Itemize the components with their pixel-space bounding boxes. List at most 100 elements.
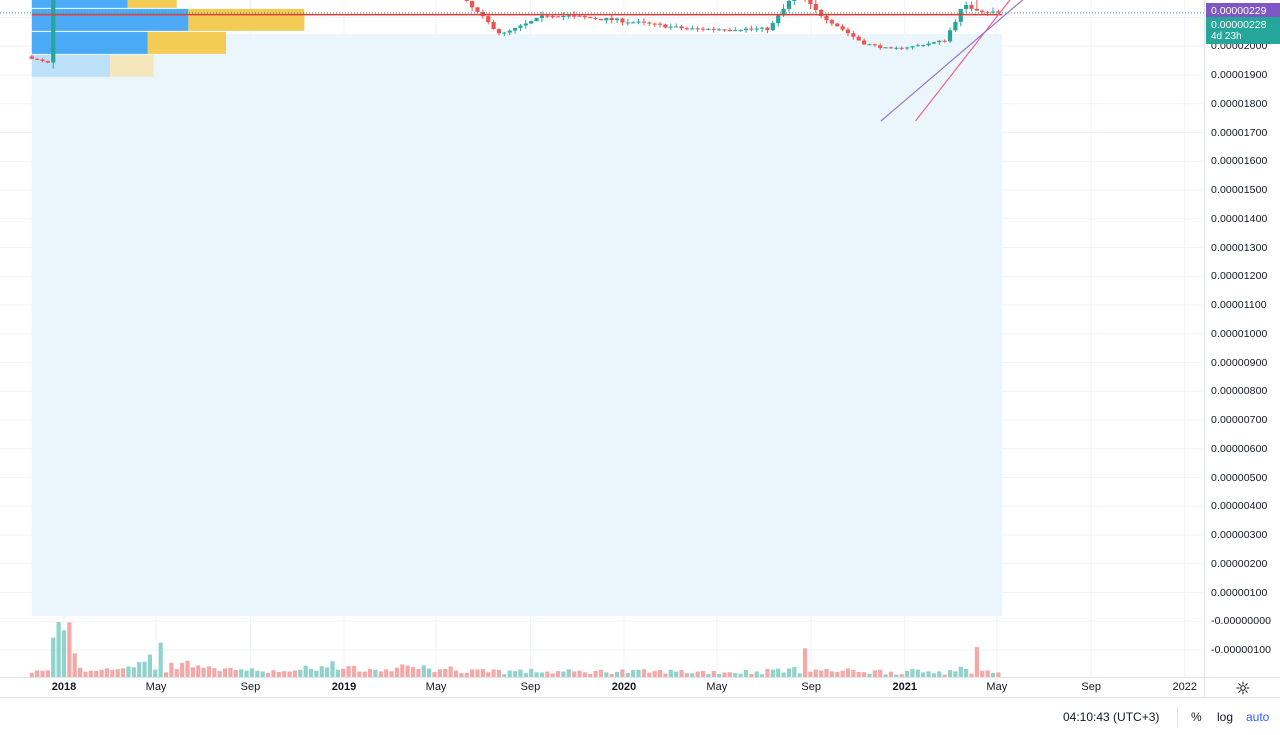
volume-bar — [770, 669, 775, 677]
volume-bar — [813, 669, 818, 677]
candle-body — [690, 28, 695, 30]
candle-body — [840, 26, 845, 30]
candle-body — [502, 32, 507, 34]
candle-body — [996, 11, 1001, 13]
candle-body — [770, 23, 775, 31]
profile-bar-down — [127, 0, 177, 8]
candle-body — [990, 11, 996, 13]
volume-bar — [690, 673, 695, 677]
volume-bar — [529, 668, 534, 677]
volume-bar — [894, 674, 899, 677]
candle-body — [647, 22, 652, 24]
candle-body — [491, 22, 496, 30]
volume-bar — [185, 660, 190, 677]
volume-bar — [835, 671, 840, 677]
volume-bar — [980, 670, 985, 677]
volume-bar — [94, 670, 99, 677]
volume-bar — [131, 667, 136, 677]
candle-body — [625, 22, 630, 24]
percent-scale-button[interactable]: % — [1191, 710, 1202, 724]
time-tick-label: 2019 — [331, 681, 357, 693]
volume-bar — [985, 670, 990, 677]
candle-body — [641, 21, 647, 23]
volume-bar — [394, 667, 400, 677]
volume-bar — [738, 673, 743, 677]
volume-bar — [797, 673, 802, 677]
settings-button[interactable] — [1204, 677, 1280, 697]
candle-body — [824, 16, 829, 21]
volume-bar — [341, 668, 346, 677]
candle-body — [947, 30, 953, 42]
candle-body — [808, 0, 813, 4]
volume-bar — [40, 670, 45, 677]
profile-bar-up — [31, 0, 128, 8]
volume-bar — [867, 673, 872, 677]
volume-bar — [432, 672, 437, 677]
clock-display[interactable]: 04:10:43 (UTC+3) — [1063, 710, 1160, 724]
volume-bar — [287, 671, 292, 677]
candle-body — [674, 26, 679, 28]
volume-bar — [282, 671, 287, 677]
price-tick-label: -0.00000000 — [1211, 615, 1272, 628]
candle-body — [867, 44, 872, 46]
volume-bar — [899, 674, 904, 677]
volume-bar — [840, 670, 845, 677]
volume-bar — [29, 672, 34, 677]
candle-body — [652, 23, 657, 25]
volume-bar — [255, 670, 260, 677]
time-tick-label: May — [425, 681, 447, 693]
volume-bar — [856, 672, 861, 677]
price-axis[interactable]: 0.000021000.000020000.000019000.00001800… — [1204, 0, 1280, 677]
time-tick-label: May — [706, 681, 728, 693]
chart-area[interactable] — [0, 0, 1204, 677]
price-chart[interactable] — [0, 0, 1204, 677]
volume-bar — [357, 671, 362, 677]
candle-body — [534, 17, 539, 22]
candle-body — [738, 30, 743, 32]
time-tick-label: 2022 — [1172, 681, 1198, 693]
volume-bar — [915, 669, 920, 677]
candle-body — [486, 16, 491, 23]
price-tick-label: 0.00001700 — [1211, 126, 1268, 139]
candle-body — [604, 18, 609, 21]
log-scale-button[interactable]: log — [1217, 710, 1234, 724]
candle-body — [969, 5, 974, 9]
candle-body — [695, 28, 700, 30]
volume-bar — [824, 668, 829, 677]
volume-bar — [35, 670, 40, 677]
volume-bar — [582, 672, 587, 677]
price-tick-label: 0.00001000 — [1211, 327, 1268, 340]
volume-bar — [641, 669, 647, 677]
volume-bar — [260, 671, 265, 677]
volume-bar — [222, 668, 228, 677]
price-tick-label: 0.00000800 — [1211, 385, 1268, 398]
volume-bar — [577, 670, 582, 677]
volume-bar — [405, 665, 410, 677]
candle-body — [974, 8, 979, 11]
volume-bar — [663, 673, 668, 677]
time-tick-label: May — [145, 681, 167, 693]
price-tick-label: 0.00000400 — [1211, 500, 1268, 513]
candle-body — [566, 15, 571, 17]
price-tick-label: 0.00001900 — [1211, 69, 1268, 81]
bar-countdown: 4d 23h — [1211, 31, 1242, 43]
volume-bar — [99, 669, 104, 677]
volume-bar — [722, 672, 727, 677]
candle-body — [781, 8, 786, 16]
volume-bar — [657, 669, 663, 677]
candle-body — [561, 15, 566, 18]
candle-body — [45, 61, 50, 63]
time-axis[interactable]: 2018 May Sep 2019 May Sep 2020 May Sep 2021 May Sep… — [0, 677, 1204, 698]
candle-body — [539, 15, 545, 18]
volume-bar — [120, 668, 126, 677]
volume-bar — [947, 670, 953, 677]
volume-bar — [684, 673, 690, 677]
volume-bar — [480, 669, 485, 677]
volume-bar — [437, 669, 442, 677]
volume-bar — [206, 666, 212, 677]
volume-bar — [233, 670, 238, 677]
volume-bar — [647, 672, 652, 677]
candle-body — [663, 24, 668, 28]
auto-scale-button[interactable]: auto — [1246, 710, 1270, 724]
price-tick-label: 0.00001800 — [1211, 97, 1268, 110]
